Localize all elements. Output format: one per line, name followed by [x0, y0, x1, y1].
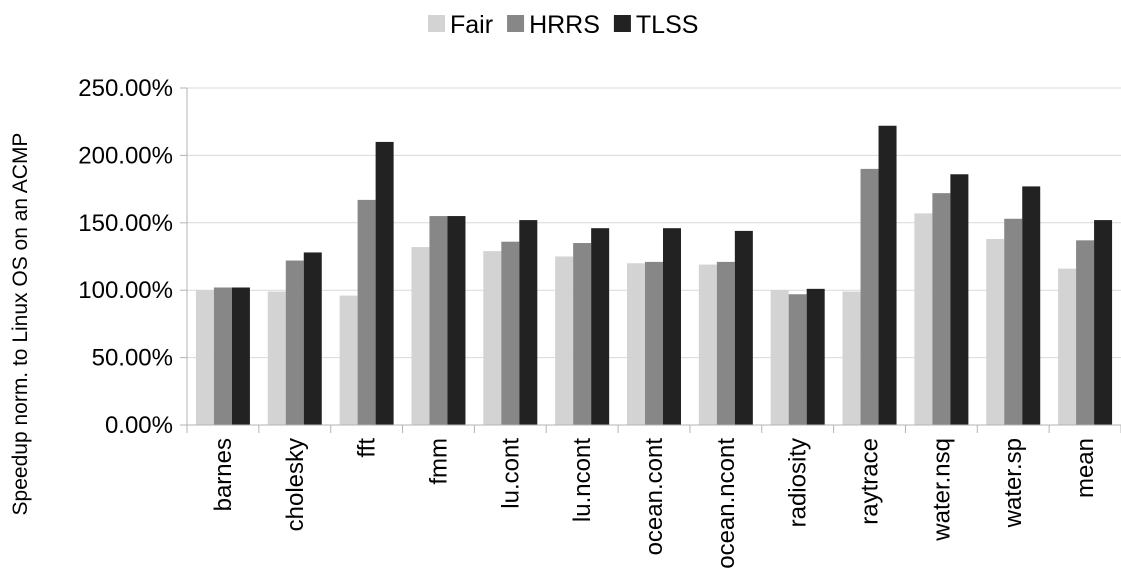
bar-tlss-water-nsq	[950, 174, 969, 425]
x-tick-label: water.sp	[1000, 438, 1027, 528]
y-tick-label: 150.00%	[78, 210, 173, 237]
bar-hrrs-fft	[357, 199, 376, 425]
bar-fair-lu-cont	[483, 251, 502, 425]
bar-tlss-fft	[375, 141, 394, 426]
bar-tlss-ocean-ncont	[734, 230, 753, 425]
bar-tlss-fmm	[447, 216, 466, 425]
bar-hrrs-mean	[1076, 240, 1095, 425]
y-tick-label: 250.00%	[78, 75, 173, 102]
bar-hrrs-barnes	[213, 287, 232, 425]
x-tick-label: radiosity	[785, 438, 812, 527]
x-tick-label: barnes	[210, 438, 237, 511]
x-tick-label: mean	[1072, 438, 1099, 498]
y-tick-label: 200.00%	[78, 142, 173, 169]
y-axis-label: Speedup norm. to Linux OS on an ACMP	[9, 133, 32, 516]
y-tick-label: 0.00%	[105, 412, 173, 439]
y-tick-label: 100.00%	[78, 277, 173, 304]
bars	[195, 125, 1113, 426]
legend: Fair HRRS TLSS	[428, 11, 698, 39]
bar-hrrs-water-nsq	[932, 193, 951, 425]
x-tick-label: fft	[354, 438, 381, 458]
legend-label: Fair	[450, 11, 493, 39]
bar-hrrs-lu-cont	[501, 241, 520, 425]
legend-label: HRRS	[529, 11, 600, 39]
bar-fair-water-nsq	[914, 213, 933, 425]
bar-fair-radiosity	[770, 290, 789, 425]
x-axis	[186, 88, 1121, 433]
bar-fair-cholesky	[267, 291, 286, 425]
x-tick-label: cholesky	[282, 438, 309, 531]
bar-fair-ocean-ncont	[698, 264, 717, 425]
bar-hrrs-ocean-cont	[645, 261, 663, 425]
bar-tlss-lu-cont	[519, 220, 538, 425]
bar-fair-fmm	[411, 247, 430, 425]
x-tick-label: lu.ncont	[569, 438, 596, 522]
y-tick-label: 50.00%	[92, 345, 173, 372]
bar-tlss-radiosity	[806, 288, 825, 425]
x-tick-label: ocean.cont	[641, 438, 668, 556]
bar-hrrs-water-sp	[1004, 218, 1023, 425]
bar-tlss-cholesky	[303, 252, 322, 425]
x-tick-label: ocean.ncont	[713, 438, 740, 569]
x-tick-label: water.nsq	[928, 438, 955, 542]
x-tick-label: raytrace	[857, 438, 884, 525]
x-tick-label: lu.cont	[497, 438, 524, 509]
bar-hrrs-fmm	[429, 216, 448, 425]
bar-hrrs-lu-ncont	[573, 243, 592, 425]
bar-fair-raytrace	[842, 291, 861, 425]
bar-fair-fft	[339, 295, 358, 425]
legend-swatch	[613, 15, 631, 32]
bar-tlss-raytrace	[878, 125, 897, 425]
legend-swatch	[428, 15, 445, 32]
bar-fair-barnes	[195, 290, 214, 425]
bar-tlss-lu-ncont	[591, 228, 610, 425]
bar-tlss-ocean-cont	[663, 228, 681, 425]
bar-hrrs-raytrace	[860, 168, 879, 425]
legend-swatch	[507, 15, 525, 32]
x-tick-label: fmm	[425, 438, 452, 485]
bar-hrrs-ocean-ncont	[716, 261, 735, 425]
bar-hrrs-radiosity	[788, 294, 807, 425]
bar-tlss-barnes	[231, 287, 250, 425]
x-axis-labels: barnes cholesky fft fmm lu.cont lu.ncont ocean…	[210, 438, 1099, 569]
bar-tlss-water-sp	[1022, 186, 1041, 425]
bar-tlss-mean	[1094, 220, 1113, 425]
bar-fair-ocean-cont	[627, 263, 645, 425]
legend-label: TLSS	[636, 11, 699, 39]
y-axis-ticks: 0.00% 50.00% 100.00% 150.00% 200.00% 250.00%	[78, 75, 187, 439]
bar-fair-water-sp	[986, 238, 1005, 425]
bar-fair-mean	[1058, 268, 1077, 425]
bar-hrrs-cholesky	[285, 260, 304, 425]
bar-fair-lu-ncont	[555, 256, 574, 425]
